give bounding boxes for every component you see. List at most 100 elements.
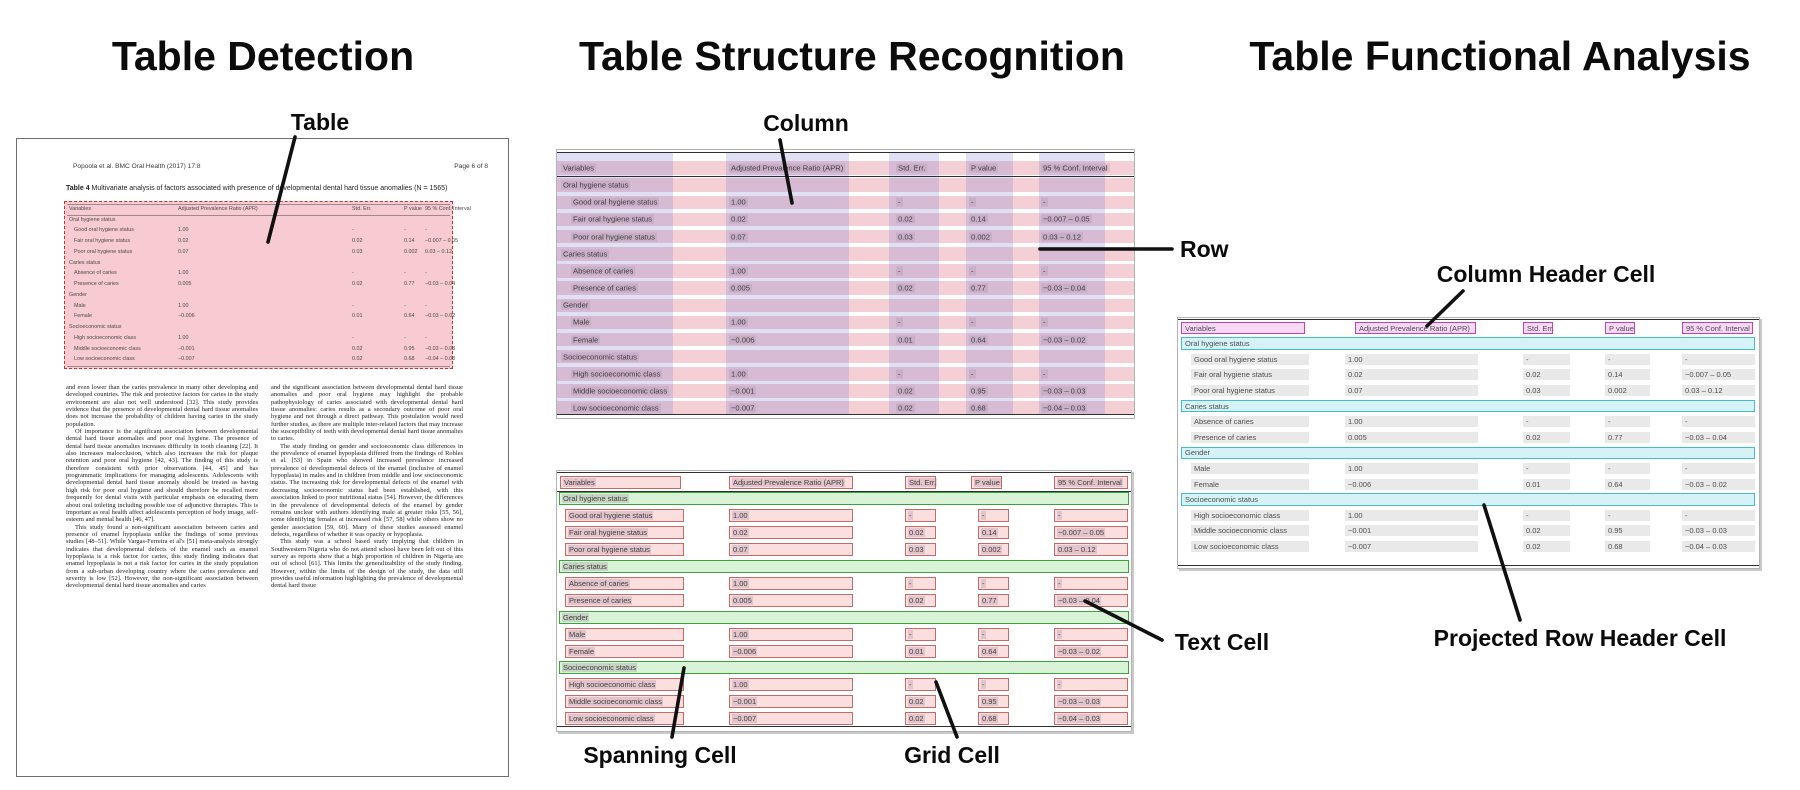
tsr-cell: Poor oral hygiene status xyxy=(571,232,657,242)
tsr-cell: Oral hygiene status xyxy=(561,180,631,190)
text-cell-box: High socioeconomic class xyxy=(565,678,684,692)
doc-table-cell: −0.007 – 0.05 xyxy=(425,238,459,244)
cell-text: 95 % Conf. Interval xyxy=(1686,323,1750,333)
text-cell-box: 0.14 xyxy=(978,526,1009,540)
text-cell-box: 0.07 xyxy=(729,543,853,557)
row-overlay xyxy=(557,298,1134,312)
cell-text: P value xyxy=(1609,323,1634,333)
data-cell: 0.002 xyxy=(1605,384,1650,396)
document-body: and even lower than the caries prevalenc… xyxy=(66,384,472,720)
doc-table-cell: Presence of caries xyxy=(74,281,119,287)
doc-table-cell: 0.95 xyxy=(404,345,415,352)
structure-row-column-table: Variables Adjusted Prevalence Ratio (APR)… xyxy=(556,149,1135,419)
doc-table-cell: Poor oral hygiene status xyxy=(74,248,133,255)
tsr-cell: - xyxy=(896,266,903,276)
data-cell: Good oral hygiene status xyxy=(1191,353,1309,365)
cell-text: Caries status xyxy=(562,562,608,571)
doc-table-cell: Female xyxy=(74,313,92,320)
cell-text: High socioeconomic class xyxy=(1194,510,1281,520)
data-cell: 0.02 xyxy=(1345,369,1478,381)
doc-table-cell: 0.02 xyxy=(352,345,363,352)
data-cell: - xyxy=(1523,462,1570,474)
doc-table-cell: Low socioeconomic class xyxy=(74,356,135,363)
doc-table-cell: 1.00 xyxy=(178,270,189,277)
tsr-cell: Middle socioeconomic class xyxy=(571,386,670,396)
spanning-cell-box: Oral hygiene status xyxy=(559,492,1129,506)
cell-text: - xyxy=(1057,680,1062,690)
table-caption-text: Multivariate analysis of factors associa… xyxy=(89,185,448,192)
cell-text: 0.68 xyxy=(981,714,998,724)
tsr-cell: - xyxy=(969,369,976,379)
cell-text: 0.02 xyxy=(1526,432,1541,442)
cell-text: 0.64 xyxy=(1608,479,1623,489)
cell-text: 0.02 xyxy=(732,528,749,538)
text-cell-label: Text Cell xyxy=(1174,629,1270,655)
data-cell: 0.02 xyxy=(1523,525,1570,537)
tsr-cell: High socioeconomic class xyxy=(571,369,663,379)
tsr-cell: 1.00 xyxy=(729,369,748,379)
tsr-cell: 0.03 – 0.12 xyxy=(1041,232,1084,242)
cell-text: - xyxy=(908,629,913,639)
cell-text: Fair oral hygiene status xyxy=(568,528,648,538)
cell-text: 0.02 xyxy=(1526,370,1541,380)
cell-text: −0.04 – 0.03 xyxy=(1057,714,1101,724)
cell-text: Std. Err. xyxy=(1527,323,1555,333)
data-cell: 0.03 – 0.12 xyxy=(1682,384,1755,396)
cell-text: - xyxy=(1685,354,1688,364)
text-cell-box: Presence of caries xyxy=(565,593,684,607)
data-cell: Absence of caries xyxy=(1191,416,1309,428)
doc-table-cell: 0.14 xyxy=(404,238,415,244)
tsr-cell: 0.02 xyxy=(896,214,915,224)
cell-text: - xyxy=(908,680,913,690)
page-number: Page 6 of 8 xyxy=(454,163,488,170)
table-rule xyxy=(557,151,1134,153)
column-header-cell-box: Variables xyxy=(1181,321,1305,335)
cell-text: 0.002 xyxy=(1608,385,1627,395)
column-header-cell-label: Column Header Cell xyxy=(1436,261,1656,287)
cell-text: 0.03 xyxy=(908,545,925,555)
cell-text: 1.00 xyxy=(1348,463,1363,473)
text-cell-box: 0.64 xyxy=(978,644,1009,658)
data-cell: 0.01 xyxy=(1523,478,1570,490)
text-cell-box: −0.03 – 0.04 xyxy=(1054,593,1128,607)
cell-text: Fair oral hygiene status xyxy=(1194,370,1272,380)
grid-cell-box: - xyxy=(1054,576,1128,590)
text-cell-box: 0.02 xyxy=(905,593,936,607)
doc-table-cell: 1.00 xyxy=(178,334,189,341)
doc-table-cell: - xyxy=(404,302,406,309)
cell-text: 0.02 xyxy=(1348,370,1363,380)
row-label: Row xyxy=(1180,236,1229,262)
text-cell-box: −0.03 – 0.02 xyxy=(1054,644,1128,658)
cell-text: 0.03 – 0.12 xyxy=(1057,545,1097,555)
tsr-header-cell: Std. Err. xyxy=(896,163,928,173)
data-cell: Male xyxy=(1191,462,1309,474)
data-cell: - xyxy=(1605,462,1650,474)
cell-text: Middle socioeconomic class xyxy=(568,697,663,707)
document-body-left-column: and even lower than the caries prevalenc… xyxy=(66,384,258,720)
tsr-cell: Gender xyxy=(561,300,591,310)
cell-text: Poor oral hygiene status xyxy=(568,545,651,555)
cell-text: 0.77 xyxy=(1608,432,1623,442)
cell-text: 0.02 xyxy=(1526,526,1541,536)
cell-text: Good oral hygiene status xyxy=(568,511,654,521)
text-cell-box: 0.02 xyxy=(905,526,936,540)
doc-table-cell: - xyxy=(425,334,427,341)
doc-table-cell: 0.68 xyxy=(404,356,415,363)
doc-table-cell: −0.03 – 0.04 xyxy=(425,281,456,287)
data-cell: 1.00 xyxy=(1345,462,1478,474)
cell-text: Low socioeconomic class xyxy=(1194,541,1279,551)
document-paragraph: and even lower than the caries prevalenc… xyxy=(66,384,258,428)
doc-table-cell: Caries status xyxy=(69,259,101,266)
doc-table-cell: 0.002 xyxy=(404,248,418,255)
grid-cell-box: - xyxy=(905,576,936,590)
table-rule xyxy=(557,490,1131,492)
data-cell: 0.95 xyxy=(1605,525,1650,537)
cell-text: 0.64 xyxy=(981,646,998,656)
cell-text: Male xyxy=(568,629,587,639)
data-cell: 0.02 xyxy=(1523,369,1570,381)
tsr-header-cell: Adjusted Prevalence Ratio (APR) xyxy=(729,163,846,173)
data-cell: 0.68 xyxy=(1605,540,1650,552)
data-cell: 0.02 xyxy=(1523,431,1570,443)
row-overlay xyxy=(557,195,1134,210)
